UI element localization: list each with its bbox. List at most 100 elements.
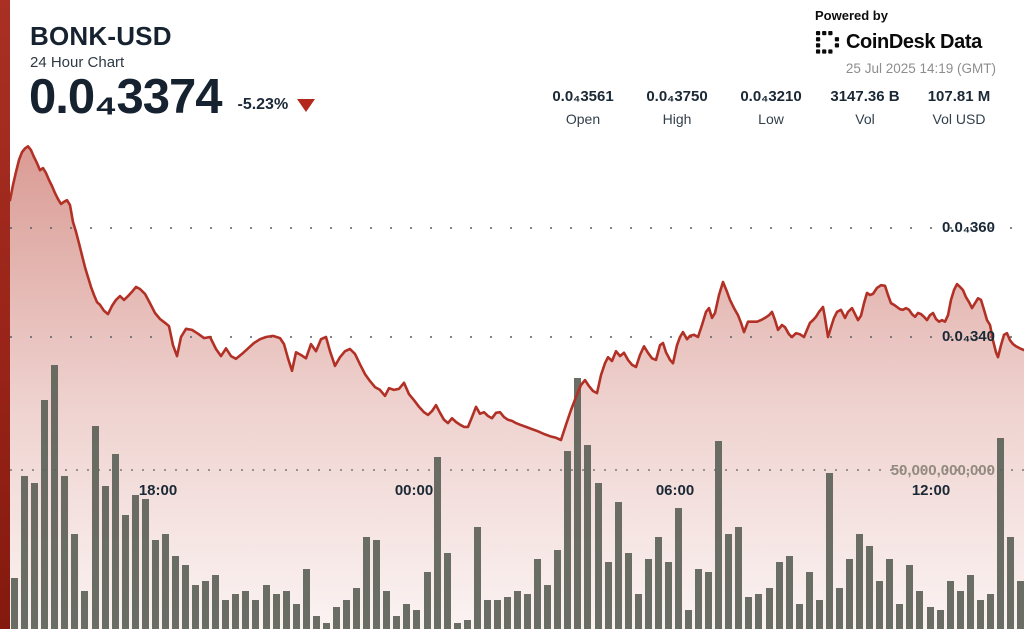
volume-bar: [946, 581, 954, 629]
volume-bar: [906, 565, 914, 629]
change-percent: -5.23%: [237, 96, 289, 114]
volume-bar: [765, 587, 773, 629]
volume-bar: [433, 457, 441, 629]
price-axis-label: 0.0₄340: [941, 328, 995, 345]
powered-by-label: Powered by: [815, 8, 888, 23]
volume-bar: [896, 603, 904, 629]
volume-bar: [735, 527, 743, 629]
volume-bar: [182, 565, 189, 629]
volume-bar: [956, 590, 964, 629]
volume-bar: [775, 562, 783, 629]
page-title: BONK-USD: [30, 21, 172, 51]
volume-bar: [685, 609, 692, 629]
volume-bar: [272, 594, 280, 629]
volume-bar: [876, 581, 884, 629]
volume-bar: [534, 559, 542, 629]
stat-label: High: [662, 111, 692, 127]
volume-bar: [936, 609, 944, 629]
volume-bar: [232, 594, 240, 629]
volume-bar: [594, 482, 602, 629]
current-price: 0.0₄3374: [29, 70, 222, 124]
price-row: 0.0₄3374 -5.23%: [29, 70, 316, 124]
coindesk-logo-icon: [815, 30, 840, 54]
volume-bar: [705, 571, 713, 629]
stat-label: Vol USD: [932, 111, 986, 127]
volume-bar: [986, 594, 994, 629]
volume-bar: [846, 559, 853, 629]
stat-value: 3147.36 B: [830, 88, 900, 105]
volume-bar: [614, 501, 622, 629]
logo-word-data: Data: [940, 31, 982, 53]
stat-vol: 3147.36 B Vol: [818, 88, 912, 127]
volume-bar: [544, 584, 552, 629]
time-axis-label: 00:00: [394, 482, 434, 499]
volume-bar: [212, 574, 220, 629]
volume-bar: [503, 597, 511, 629]
stat-vol-usd: 107.81 M Vol USD: [912, 88, 1006, 127]
coindesk-data-logo[interactable]: CoinDesk Data: [815, 30, 996, 55]
volume-bar: [996, 438, 1004, 629]
volume-bar: [584, 444, 592, 629]
volume-bar: [343, 600, 350, 629]
volume-bar: [101, 485, 109, 629]
ohlv-stats: 0.0₄3561 Open 0.0₄3750 High 0.0₄3210 Low…: [536, 88, 1006, 127]
volume-bar: [51, 365, 59, 629]
volume-bar: [976, 600, 984, 629]
volume-bar: [202, 581, 210, 629]
volume-bar: [785, 555, 793, 629]
stat-value: 107.81 M: [927, 88, 991, 105]
volume-bar: [41, 400, 49, 629]
volume-bar: [141, 498, 149, 629]
volume-bar: [413, 609, 421, 629]
stat-label: Vol: [855, 111, 875, 127]
volume-bar: [644, 559, 652, 629]
volume-bar: [121, 514, 129, 629]
volume-bar: [151, 540, 159, 629]
volume-bar: [926, 606, 934, 629]
volume-bar: [332, 606, 340, 629]
volume-bar: [664, 562, 672, 629]
stat-value: 0.0₄3750: [646, 88, 708, 105]
stat-value: 0.0₄3210: [740, 88, 802, 105]
volume-bar: [624, 552, 632, 629]
volume-bar: [856, 533, 863, 629]
volume-bar: [1017, 581, 1024, 629]
volume-bar: [11, 578, 18, 629]
volume-bar: [524, 594, 532, 629]
logo-word-coindesk: CoinDesk: [846, 31, 936, 53]
chart-header: BONK-USD 24 Hour Chart: [30, 22, 172, 71]
volume-bar: [393, 616, 401, 629]
arrow-down-icon: [297, 98, 316, 112]
volume-bar: [242, 590, 250, 629]
volume-bar: [161, 533, 169, 629]
volume-bar: [755, 594, 763, 629]
volume-bar: [111, 454, 119, 629]
volume-bar: [695, 568, 703, 629]
stat-open: 0.0₄3561 Open: [536, 88, 630, 127]
volume-bar: [262, 584, 270, 629]
volume-bar: [604, 562, 612, 629]
volume-bar: [886, 559, 894, 629]
session-start-marker: [0, 0, 10, 629]
volume-bar: [383, 590, 391, 629]
price-axis-label: 0.0₄360: [941, 219, 995, 236]
volume-bar: [745, 597, 753, 629]
volume-bar: [493, 600, 501, 629]
coindesk-logo-text: CoinDesk Data: [846, 31, 982, 54]
volume-bar: [81, 590, 89, 629]
volume-bar: [483, 600, 491, 629]
volume-bar: [131, 495, 139, 629]
chart-timestamp: 25 Jul 2025 14:19 (GMT): [845, 61, 996, 76]
stat-label: Open: [565, 111, 601, 127]
volume-bar: [725, 533, 733, 629]
volume-bar: [91, 425, 99, 629]
branding-block: Powered by CoinDesk Data 25 Jul 2025 14:1…: [815, 8, 996, 76]
volume-axis-label: 50,000,000,000: [890, 462, 995, 479]
volume-bar: [312, 616, 320, 629]
volume-bar: [966, 574, 974, 629]
volume-bar: [61, 476, 69, 629]
volume-bar: [302, 568, 310, 629]
volume-bar: [473, 527, 481, 629]
stat-value: 0.0₄3561: [552, 88, 614, 105]
price-change: -5.23%: [237, 96, 316, 123]
